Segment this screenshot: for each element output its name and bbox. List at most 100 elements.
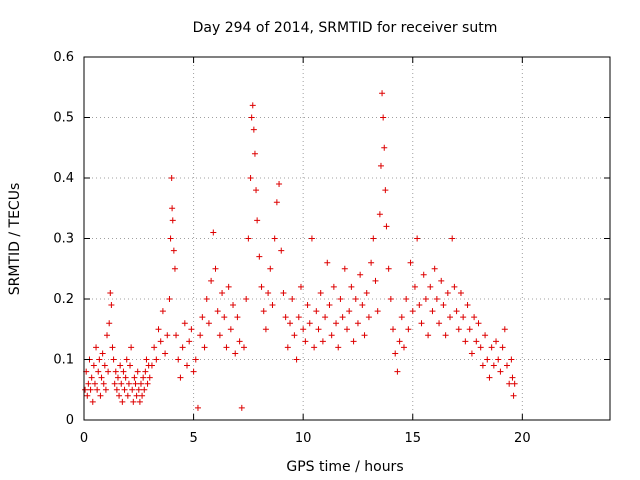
data-point — [276, 181, 283, 188]
data-point — [420, 271, 427, 278]
data-point — [262, 326, 269, 333]
x-tick-label: 15 — [404, 431, 421, 446]
data-point — [173, 332, 180, 339]
data-point — [89, 398, 96, 405]
data-point — [106, 320, 113, 327]
data-point — [376, 211, 383, 218]
data-point — [297, 283, 304, 290]
data-point — [139, 392, 146, 399]
data-point — [97, 392, 104, 399]
data-point — [509, 374, 516, 381]
data-point — [135, 386, 142, 393]
data-point — [422, 296, 429, 302]
x-tick-label: 5 — [189, 431, 197, 446]
data-point — [510, 392, 517, 399]
data-point — [457, 289, 464, 296]
data-point — [210, 229, 217, 236]
data-point — [304, 302, 311, 309]
data-point — [192, 356, 199, 363]
data-point — [379, 90, 386, 97]
data-point — [482, 332, 489, 339]
data-point — [170, 247, 177, 254]
data-point — [141, 386, 148, 393]
data-point — [380, 114, 387, 121]
data-point — [167, 235, 174, 242]
data-point — [326, 302, 333, 309]
data-point — [300, 326, 307, 333]
data-point — [398, 314, 405, 321]
data-point — [227, 326, 234, 333]
data-point — [365, 314, 372, 321]
data-point — [219, 289, 226, 296]
data-point — [133, 392, 140, 399]
y-tick-label: 0.4 — [53, 171, 74, 186]
data-point — [186, 338, 193, 345]
data-point — [181, 320, 188, 327]
data-point — [232, 350, 239, 357]
data-point — [453, 308, 460, 315]
data-point — [179, 344, 186, 351]
data-point — [223, 344, 230, 351]
data-point — [94, 386, 101, 393]
data-point — [341, 265, 348, 272]
data-point — [254, 217, 261, 224]
data-point — [363, 289, 370, 296]
data-point — [116, 392, 123, 399]
data-point — [444, 289, 451, 296]
data-point — [416, 302, 423, 309]
data-point — [284, 344, 291, 351]
data-point — [405, 326, 412, 333]
data-point — [208, 277, 215, 284]
data-point — [117, 362, 124, 369]
data-point — [346, 308, 353, 315]
data-point — [143, 356, 150, 363]
data-point — [313, 308, 320, 315]
data-point — [414, 235, 421, 242]
data-point — [130, 398, 137, 405]
data-point — [153, 356, 160, 363]
data-point — [95, 368, 102, 375]
data-point — [166, 296, 173, 302]
data-point — [100, 380, 107, 387]
plot-frame — [83, 56, 611, 421]
data-point — [377, 162, 384, 169]
data-point — [140, 374, 147, 381]
data-point — [123, 356, 130, 363]
data-point — [122, 374, 129, 381]
data-point — [511, 380, 518, 387]
data-point — [350, 338, 357, 345]
data-point — [245, 235, 252, 242]
data-point — [464, 302, 471, 309]
data-point — [205, 320, 212, 327]
data-point — [90, 362, 97, 369]
data-point — [168, 175, 175, 181]
data-point — [269, 302, 276, 309]
data-point — [171, 265, 178, 272]
data-point — [88, 374, 95, 381]
data-point — [118, 380, 125, 387]
data-point — [477, 344, 484, 351]
data-point — [394, 368, 401, 375]
axis-ticks — [83, 56, 610, 421]
data-point — [278, 247, 285, 254]
data-point — [403, 296, 410, 302]
data-point — [144, 380, 151, 387]
data-point — [251, 150, 258, 157]
data-point — [127, 362, 134, 369]
y-tick-label: 0.1 — [53, 353, 74, 368]
y-axis-label: SRMTID / TECUs — [7, 183, 23, 296]
data-point — [328, 332, 335, 339]
data-point — [177, 374, 184, 381]
data-point — [433, 296, 440, 302]
data-point — [381, 144, 388, 151]
data-point — [317, 289, 324, 296]
data-point — [238, 404, 245, 411]
data-point — [129, 386, 136, 393]
data-point — [188, 326, 195, 333]
data-point — [438, 277, 445, 284]
data-points — [82, 90, 518, 411]
data-point — [490, 362, 497, 369]
data-point — [280, 289, 287, 296]
data-point — [128, 344, 135, 351]
data-point — [142, 368, 149, 375]
